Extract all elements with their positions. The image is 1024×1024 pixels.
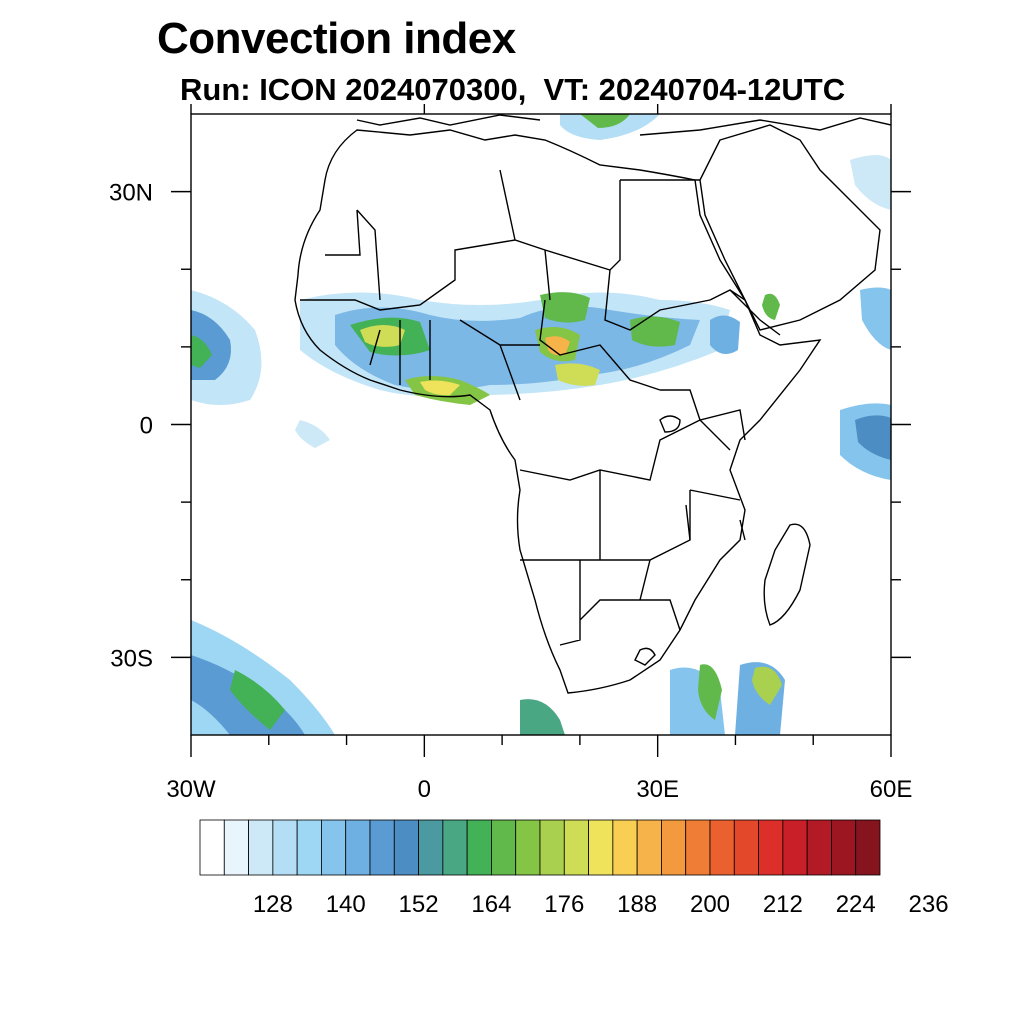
colorbar-label: 224 xyxy=(836,891,876,918)
lat-label: 0 xyxy=(140,413,153,440)
colorbar-swatch xyxy=(272,819,298,876)
map-title: Convection index xyxy=(157,14,516,63)
colorbar-swatch xyxy=(563,819,589,876)
colorbar: 128 140 152 164 176 188 200 212 224 236 xyxy=(199,819,949,918)
colorbar-swatch xyxy=(321,819,347,876)
colorbar-swatch xyxy=(491,819,517,876)
lon-label: 30E xyxy=(636,776,679,803)
map-subtitle: Run: ICON 2024070300, VT: 20240704-12UTC xyxy=(180,72,846,107)
axis-labels: 30N 0 30S 30W 0 30E 60E xyxy=(109,180,912,803)
colorbar-swatch xyxy=(806,819,832,876)
colorbar-label: 140 xyxy=(326,891,366,918)
colorbar-label: 200 xyxy=(690,891,730,918)
colorbar-swatch xyxy=(588,819,614,876)
colorbar-swatch xyxy=(733,819,759,876)
colorbar-swatch xyxy=(782,819,808,876)
colorbar-label: 164 xyxy=(471,891,511,918)
colorbar-swatch xyxy=(418,819,444,876)
colorbar-swatch xyxy=(515,819,541,876)
colorbar-swatch xyxy=(709,819,735,876)
colorbar-swatch xyxy=(345,819,371,876)
colorbar-label: 236 xyxy=(909,891,949,918)
colorbar-swatch xyxy=(223,819,249,876)
lat-label: 30S xyxy=(110,645,153,672)
lon-label: 0 xyxy=(418,776,431,803)
colorbar-swatch xyxy=(661,819,687,876)
colorbar-swatch xyxy=(248,819,274,876)
colorbar-swatch xyxy=(199,819,225,876)
colorbar-swatch xyxy=(466,819,492,876)
plot-frame xyxy=(190,113,892,736)
colorbar-swatch xyxy=(636,819,662,876)
lon-label: 60E xyxy=(870,776,913,803)
lat-label: 30N xyxy=(109,180,153,207)
colorbar-swatch xyxy=(855,819,881,876)
colorbar-swatch xyxy=(685,819,711,876)
convection-field xyxy=(191,114,891,735)
colorbar-label: 176 xyxy=(544,891,584,918)
coastlines xyxy=(294,114,891,694)
colorbar-swatch xyxy=(758,819,784,876)
colorbar-label: 152 xyxy=(399,891,439,918)
colorbar-label: 212 xyxy=(763,891,803,918)
colorbar-swatch xyxy=(831,819,857,876)
colorbar-label: 128 xyxy=(253,891,293,918)
colorbar-label: 188 xyxy=(617,891,657,918)
colorbar-swatch xyxy=(442,819,468,876)
colorbar-swatch xyxy=(539,819,565,876)
colorbar-swatch xyxy=(369,819,395,876)
colorbar-swatch xyxy=(393,819,419,876)
colorbar-swatch xyxy=(612,819,638,876)
lon-label: 30W xyxy=(166,776,216,803)
axis-ticks xyxy=(171,104,911,757)
colorbar-swatch xyxy=(296,819,322,876)
